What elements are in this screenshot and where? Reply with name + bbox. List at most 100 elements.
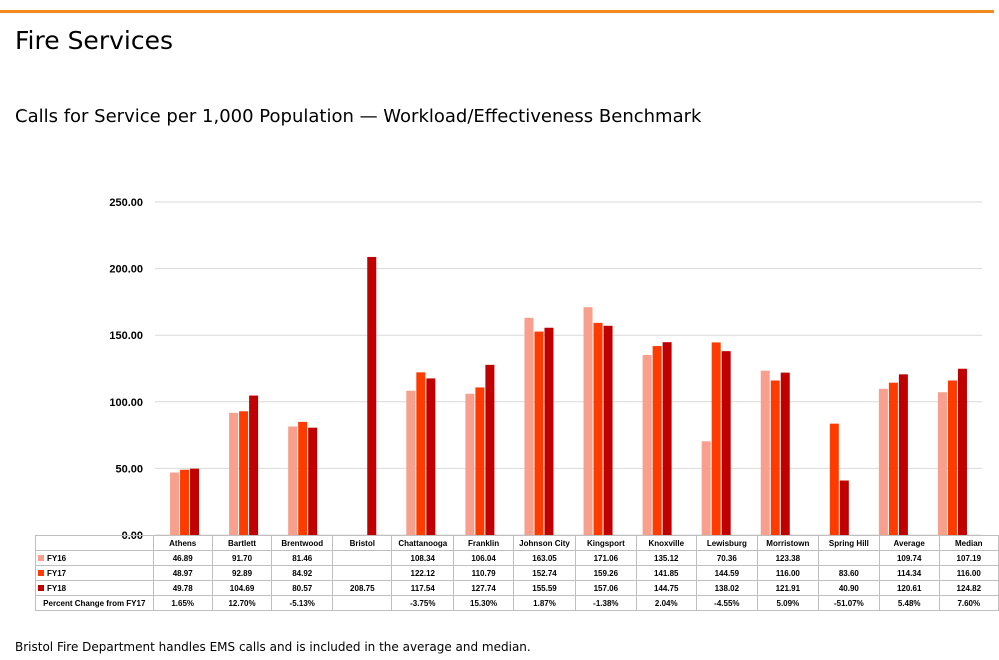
percent-change-cell: -1.38% — [575, 595, 637, 611]
data-label: 116.00 — [756, 565, 819, 581]
percent-change-cell: -51.07% — [817, 595, 880, 611]
table-corner-cell — [35, 535, 154, 551]
percent-change-cell: -5.13% — [271, 595, 334, 611]
legend-swatch — [38, 585, 44, 592]
category-label: Lewisburg — [695, 535, 758, 551]
category-label: Knoxville — [635, 535, 697, 551]
data-label: 144.59 — [695, 565, 758, 581]
legend-label: FY16 — [47, 553, 67, 563]
bar-fy18 — [308, 427, 318, 535]
category-label: Franklin — [453, 535, 514, 551]
data-label — [332, 565, 393, 581]
y-tick-label: 200.00 — [109, 264, 143, 276]
percent-change-cell: 1.87% — [512, 595, 577, 611]
bar-fy18 — [839, 480, 849, 535]
data-label — [332, 550, 393, 566]
category-label: Johnson City — [512, 535, 577, 551]
bar-fy16 — [701, 441, 711, 535]
bar-fy17 — [239, 411, 249, 535]
bar-fy17 — [593, 322, 603, 535]
category-label: Median — [938, 535, 999, 551]
data-label: 117.54 — [391, 580, 455, 596]
top-accent-rule — [0, 10, 994, 13]
table-row: FY17 48.97 92.89 84.92 122.12 110.79 152.74 159… — [35, 565, 999, 581]
bar-fy18 — [544, 327, 554, 535]
data-label: 171.06 — [575, 550, 637, 566]
category-label: Athens — [152, 535, 213, 551]
data-label: 122.12 — [391, 565, 455, 581]
y-tick-label: 100.00 — [109, 397, 143, 409]
data-label: 120.61 — [878, 580, 940, 596]
data-label: 141.85 — [635, 565, 697, 581]
bar-fy18 — [898, 374, 908, 535]
bar-fy17 — [534, 331, 544, 535]
data-label: 124.82 — [938, 580, 999, 596]
page-title: Fire Services — [15, 26, 173, 55]
bar-fy18 — [367, 256, 377, 535]
bar-fy17 — [416, 372, 426, 535]
data-label: 106.04 — [453, 550, 514, 566]
bar-fy18 — [603, 325, 613, 535]
bar-fy17 — [652, 346, 662, 535]
bar-fy16 — [524, 317, 534, 535]
data-label: 49.78 — [152, 580, 213, 596]
percent-change-cell: 2.04% — [635, 595, 697, 611]
bar-fy16 — [288, 426, 298, 535]
bar-fy18 — [957, 368, 967, 535]
series-row-header: FY17 — [35, 565, 154, 581]
category-label: Kingsport — [575, 535, 637, 551]
bar-fy16 — [229, 412, 239, 535]
data-label: 40.90 — [817, 580, 880, 596]
category-label: Chattanooga — [391, 535, 455, 551]
category-label: Brentwood — [271, 535, 334, 551]
table-row: FY18 49.78 104.69 80.57 208.75 117.54 127.74 15… — [35, 580, 999, 596]
legend-swatch — [38, 555, 44, 562]
y-tick-label: 50.00 — [115, 463, 143, 475]
bar-fy18 — [249, 395, 259, 535]
table-row: FY16 46.89 91.70 81.46 108.34 106.04 163.05 171… — [35, 550, 999, 566]
percent-change-cell: 1.65% — [152, 595, 213, 611]
data-label: 138.02 — [695, 580, 758, 596]
percent-change-cell: 5.09% — [756, 595, 819, 611]
bar-fy16 — [878, 388, 888, 535]
percent-change-cell: -3.75% — [391, 595, 455, 611]
bar-fy18 — [780, 372, 790, 535]
percent-change-cell: 12.70% — [211, 595, 273, 611]
percent-change-cell: 7.60% — [938, 595, 999, 611]
legend-swatch — [38, 570, 44, 577]
bar-fy17 — [711, 342, 721, 535]
series-row-header: FY16 — [35, 550, 154, 566]
data-label: 135.12 — [635, 550, 697, 566]
data-label: 144.75 — [635, 580, 697, 596]
bar-fy18 — [190, 468, 200, 535]
data-label: 107.19 — [938, 550, 999, 566]
bar-fy17 — [888, 382, 898, 535]
data-label: 46.89 — [152, 550, 213, 566]
category-label: Spring Hill — [817, 535, 880, 551]
data-label: 91.70 — [211, 550, 273, 566]
data-label: 108.34 — [391, 550, 455, 566]
bar-fy18 — [485, 364, 495, 535]
data-label: 48.97 — [152, 565, 213, 581]
percent-change-cell: 5.48% — [878, 595, 940, 611]
percent-change-cell — [332, 595, 393, 611]
data-label: 114.34 — [878, 565, 940, 581]
series-row-header: FY18 — [35, 580, 154, 596]
legend-label: FY18 — [47, 583, 67, 593]
y-tick-label: 150.00 — [109, 330, 143, 342]
data-label: 155.59 — [512, 580, 577, 596]
data-label: 208.75 — [332, 580, 393, 596]
data-label: 92.89 — [211, 565, 273, 581]
data-label: 123.38 — [756, 550, 819, 566]
bar-fy18 — [662, 342, 672, 535]
bar-fy16 — [760, 370, 770, 535]
footnote: Bristol Fire Department handles EMS call… — [15, 640, 531, 654]
table-row: Percent Change from FY17 1.65% 12.70% -5.13… — [35, 595, 999, 611]
bar-fy16 — [465, 393, 475, 535]
bar-fy17 — [298, 421, 308, 535]
data-label: 81.46 — [271, 550, 334, 566]
category-label: Average — [878, 535, 940, 551]
data-label — [817, 550, 880, 566]
category-label: Bartlett — [211, 535, 273, 551]
percent-change-cell: -4.55% — [695, 595, 758, 611]
